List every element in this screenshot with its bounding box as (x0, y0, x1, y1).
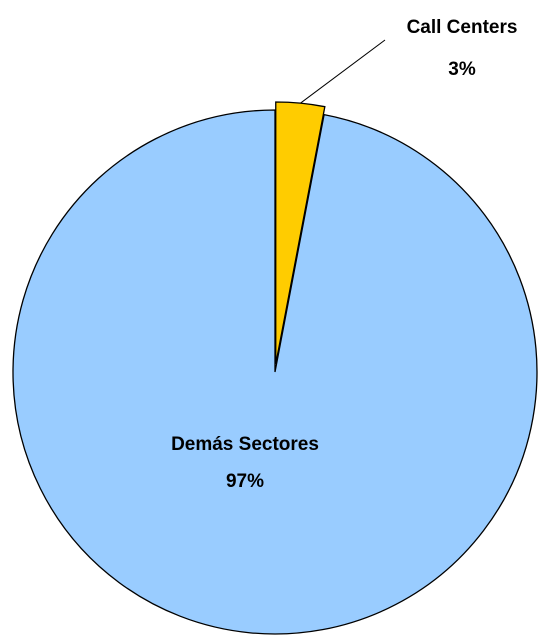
label-call-centers-percent: 3% (448, 59, 476, 80)
slice-demas-sectores (12, 109, 538, 635)
label-demas-sectores-percent: 97% (226, 471, 264, 492)
label-call-centers-name: Call Centers (407, 17, 518, 38)
leader-line-call-centers (300, 39, 386, 104)
label-demas-sectores-name: Demás Sectores (171, 434, 319, 455)
